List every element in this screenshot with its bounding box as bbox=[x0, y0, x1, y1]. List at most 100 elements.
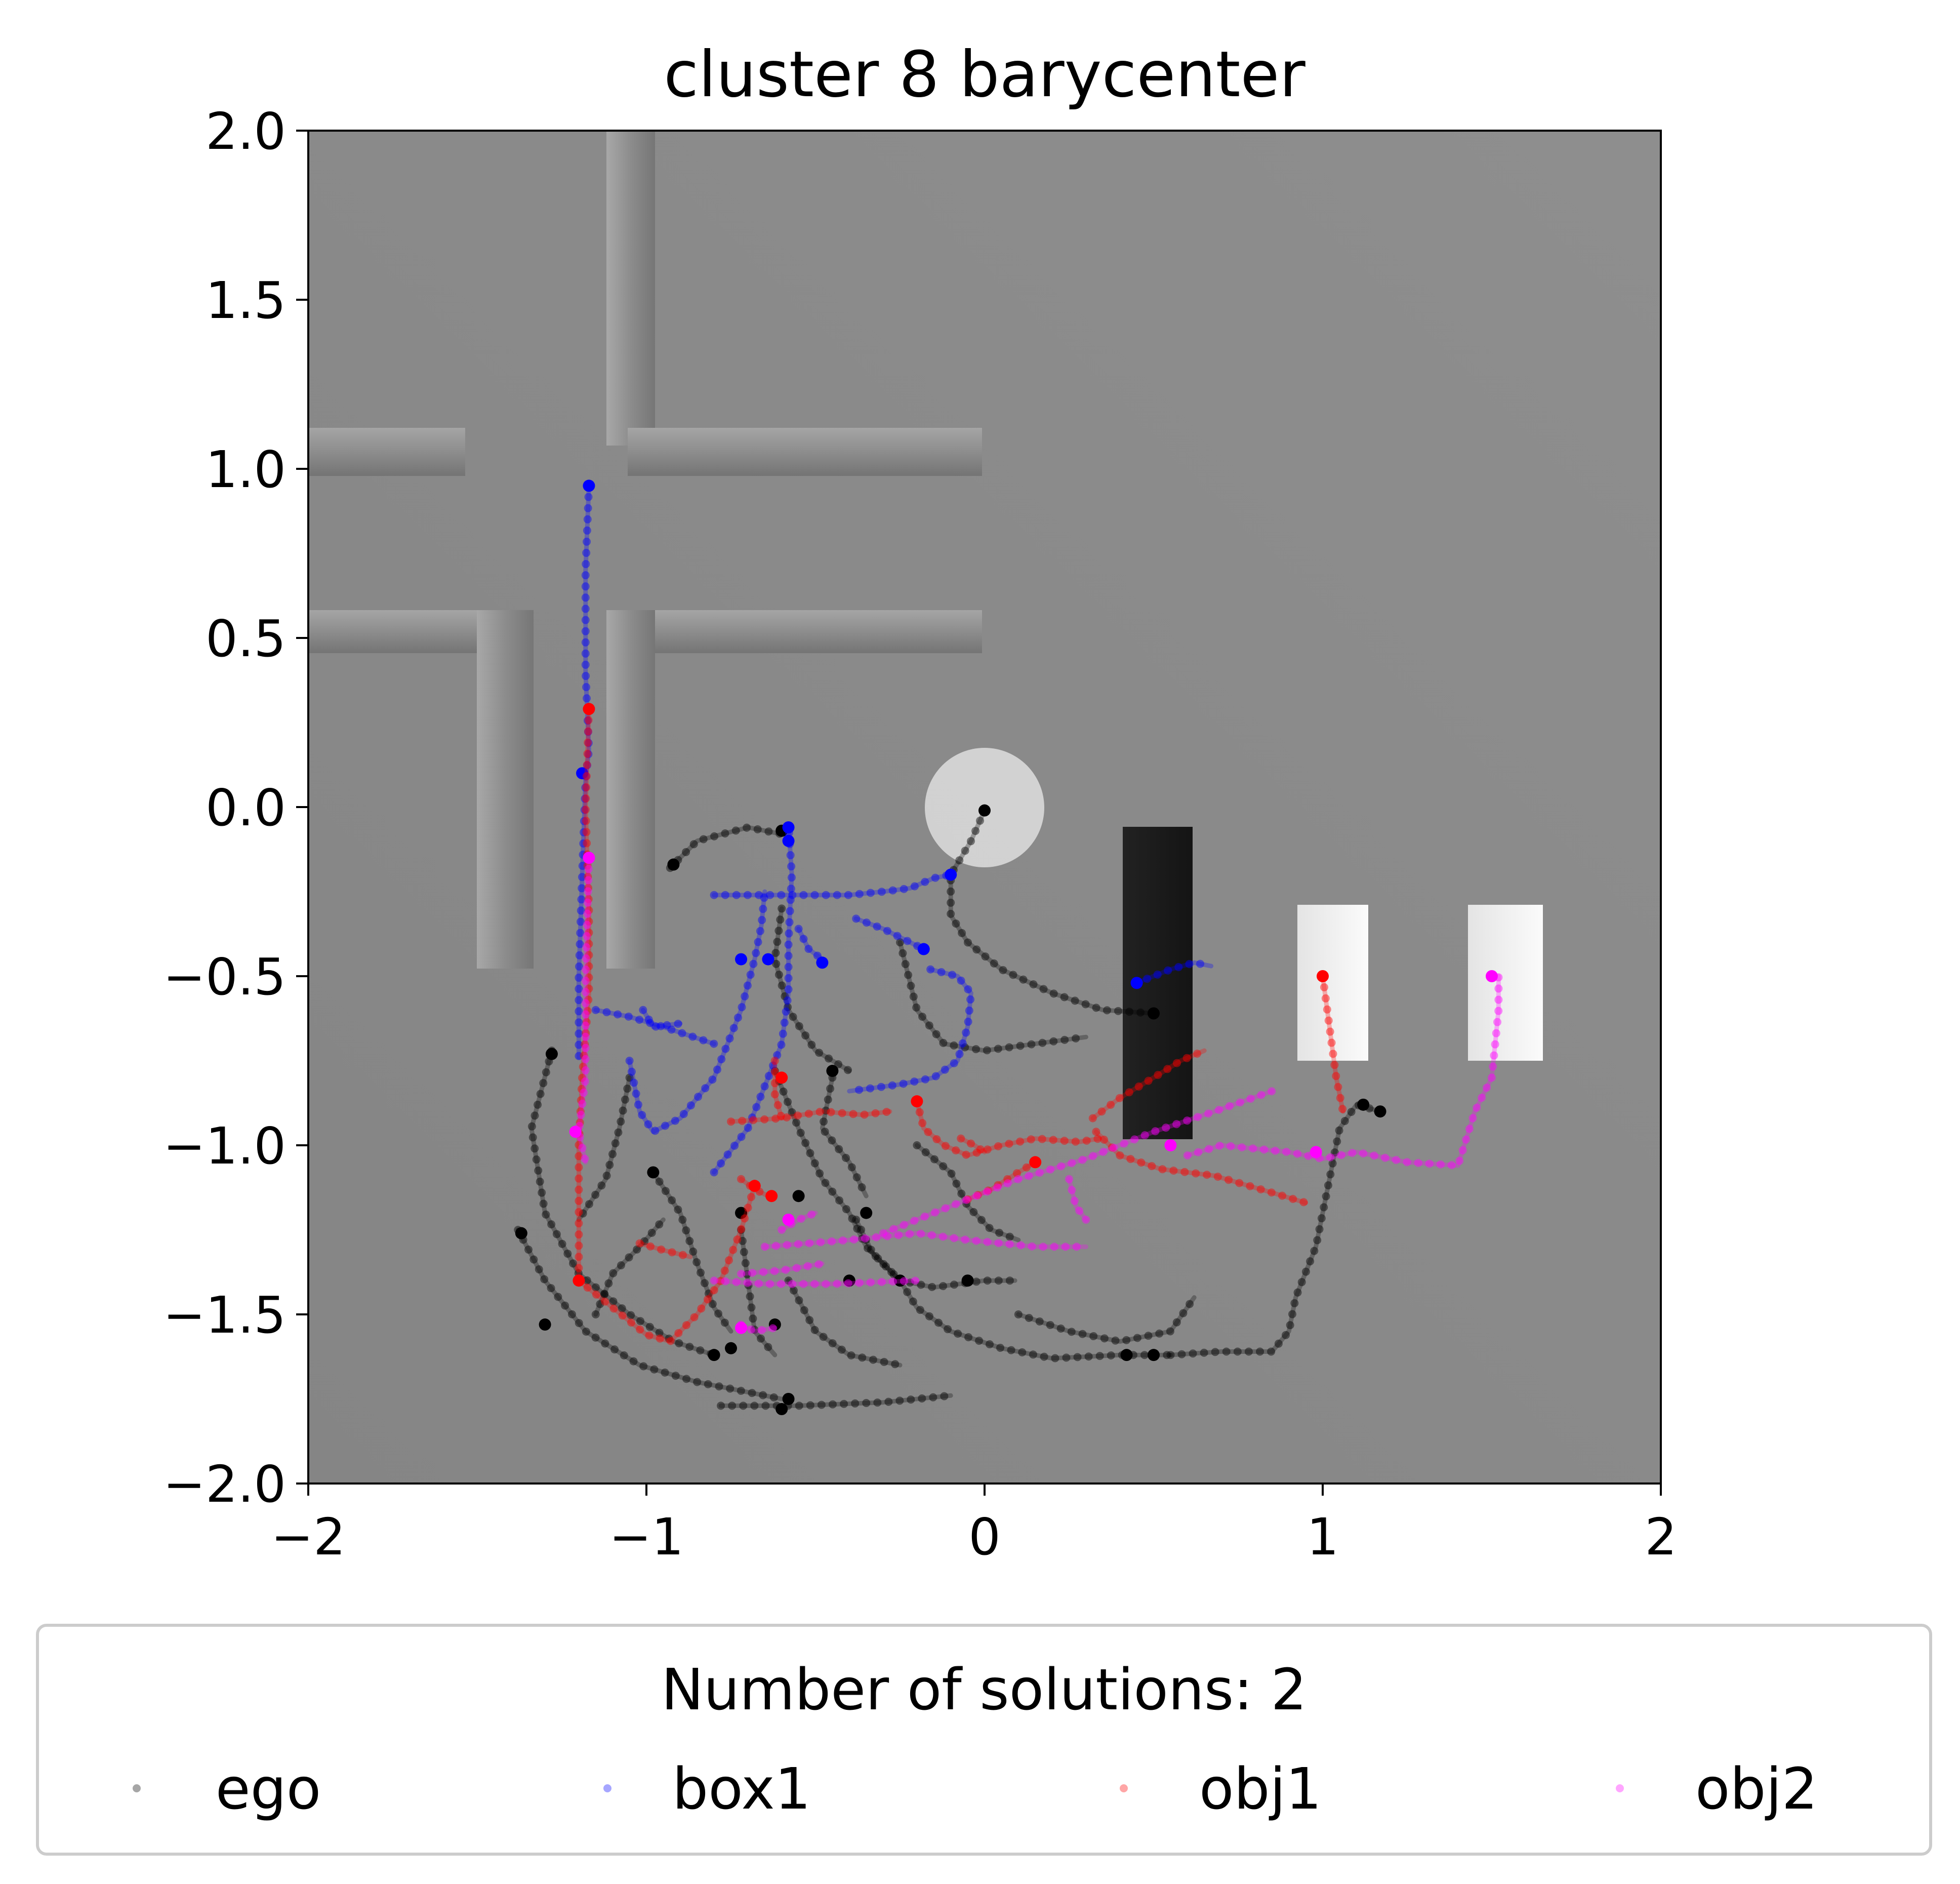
x-tick-label: −2 bbox=[271, 1507, 345, 1567]
trajectory-trace bbox=[593, 1217, 666, 1317]
legend-box bbox=[36, 1624, 1932, 1856]
point bbox=[1029, 1156, 1042, 1169]
trajectory-trace bbox=[1320, 974, 1345, 1114]
wall-segment bbox=[308, 428, 465, 476]
trajectory-trace bbox=[853, 1217, 1173, 1361]
legend-entries: ego box1 obj1 obj2 bbox=[133, 1756, 1818, 1822]
point bbox=[725, 1342, 737, 1354]
point bbox=[782, 1393, 795, 1405]
legend-marker-box1 bbox=[603, 1784, 611, 1792]
chart-title: cluster 8 barycenter bbox=[664, 38, 1305, 111]
trajectory-trace bbox=[1093, 1129, 1309, 1206]
y-tick-label: −2.0 bbox=[163, 1455, 286, 1514]
trajectory bbox=[913, 1097, 1104, 1159]
legend-marker-obj2 bbox=[1616, 1784, 1624, 1792]
trajectory-trace bbox=[637, 1241, 693, 1259]
trajectory-trace bbox=[718, 1393, 953, 1408]
point bbox=[1148, 1007, 1160, 1020]
trajectory bbox=[760, 1229, 1090, 1251]
legend-label-box1: box1 bbox=[672, 1756, 811, 1822]
trajectory bbox=[514, 1226, 786, 1403]
trajectory-trace bbox=[529, 1048, 717, 1357]
trajectory-trace bbox=[576, 706, 591, 1283]
trajectory-trace bbox=[668, 825, 784, 870]
trajectory-trace bbox=[772, 906, 852, 1073]
point bbox=[826, 1065, 839, 1077]
point bbox=[748, 1180, 761, 1192]
trajectory bbox=[575, 854, 593, 1167]
trajectory bbox=[1014, 1293, 1199, 1346]
trajectory bbox=[527, 1047, 718, 1359]
trajectory bbox=[737, 1259, 827, 1278]
trajectory-trace bbox=[650, 1170, 733, 1334]
trajectory bbox=[957, 1134, 989, 1156]
wall-segment bbox=[628, 428, 982, 476]
legend-marker-obj1 bbox=[1120, 1784, 1128, 1792]
point bbox=[735, 953, 748, 966]
trajectory bbox=[649, 1168, 735, 1336]
x-tick-label: 0 bbox=[968, 1507, 1001, 1567]
x-axis: −2 −1 0 1 2 bbox=[271, 1484, 1677, 1567]
trajectory-trace bbox=[762, 1231, 1088, 1249]
trajectory bbox=[913, 1141, 1023, 1244]
maze-walls bbox=[308, 131, 982, 969]
trajectory-trace bbox=[712, 821, 794, 1175]
trajectory bbox=[896, 938, 1090, 1055]
trajectory bbox=[575, 482, 593, 1062]
point bbox=[569, 1126, 582, 1138]
trajectory-trace bbox=[914, 1143, 1021, 1242]
trajectory bbox=[845, 965, 975, 1096]
point bbox=[545, 1048, 558, 1060]
legend-label-obj2: obj2 bbox=[1695, 1756, 1818, 1822]
trajectory-trace bbox=[948, 808, 1156, 1016]
trajectory bbox=[794, 925, 827, 964]
point bbox=[583, 852, 595, 864]
x-tick-label: 2 bbox=[1645, 1507, 1677, 1567]
trajectory-trace bbox=[576, 1075, 632, 1222]
point bbox=[765, 1190, 778, 1202]
trajectory bbox=[1132, 958, 1215, 987]
trajectory-trace bbox=[712, 872, 953, 898]
point bbox=[1120, 1349, 1133, 1361]
trajectory bbox=[591, 1006, 718, 1048]
trajectory-trace bbox=[627, 889, 767, 1134]
trajectory bbox=[639, 1006, 684, 1031]
wall-segment bbox=[606, 610, 655, 969]
light-block-1 bbox=[1297, 905, 1368, 1061]
y-tick-label: 0.5 bbox=[206, 609, 286, 668]
y-tick-label: 0.0 bbox=[206, 778, 286, 837]
trajectory bbox=[784, 1276, 904, 1370]
trajectory-trace bbox=[1168, 1102, 1383, 1357]
trajectory bbox=[770, 1057, 786, 1123]
point bbox=[573, 1274, 585, 1287]
light-block-2 bbox=[1468, 905, 1543, 1061]
trajectory bbox=[575, 1182, 759, 1346]
trajectory-trace bbox=[881, 1089, 1275, 1236]
point bbox=[576, 767, 589, 780]
trajectory-trace bbox=[576, 855, 591, 1165]
trajectory bbox=[852, 1216, 1175, 1362]
y-tick-label: 2.0 bbox=[206, 102, 286, 161]
trajectory bbox=[778, 1209, 820, 1234]
trajectory bbox=[963, 1158, 1040, 1204]
point bbox=[762, 953, 774, 966]
trajectory-trace bbox=[786, 1278, 903, 1368]
trajectory-trace bbox=[1090, 1048, 1207, 1121]
trajectory bbox=[591, 1216, 668, 1318]
trajectory-trace bbox=[593, 1008, 717, 1047]
legend: Number of solutions: 2 ego box1 obj1 obj2 bbox=[36, 1624, 1932, 1856]
trajectory bbox=[852, 914, 928, 953]
point bbox=[1357, 1098, 1370, 1111]
plot-area bbox=[308, 131, 1661, 1484]
trajectory bbox=[710, 820, 796, 1177]
trajectory-trace bbox=[712, 1278, 919, 1287]
trajectory-trace bbox=[1016, 1295, 1197, 1344]
legend-label-ego: ego bbox=[216, 1756, 321, 1822]
y-tick-label: 1.0 bbox=[206, 440, 286, 499]
point bbox=[1148, 1349, 1160, 1361]
point bbox=[1310, 1146, 1322, 1158]
trajectory bbox=[737, 1226, 779, 1359]
y-tick-label: −1.0 bbox=[163, 1116, 286, 1176]
trajectory bbox=[575, 1073, 634, 1224]
